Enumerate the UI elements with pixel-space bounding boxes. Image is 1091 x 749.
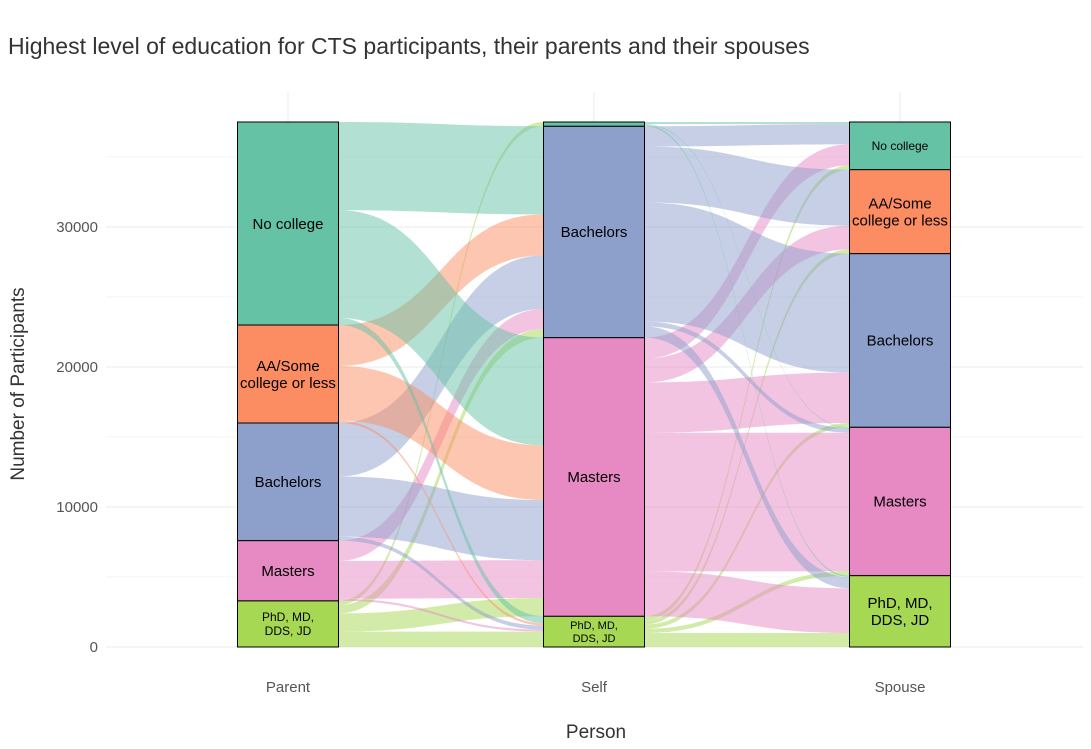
stratum-bar: [237, 600, 339, 648]
stratum-label: Bachelors: [255, 474, 322, 491]
stratum-label: Masters: [873, 494, 926, 511]
stratum-bar: [849, 169, 951, 255]
stratum-label: AA/Some college or less: [240, 358, 336, 392]
flow-band: [338, 210, 544, 446]
stratum-label: Bachelors: [561, 224, 628, 241]
stratum-bar: [237, 121, 339, 326]
stratum-label: Bachelors: [867, 333, 934, 350]
flow-band: [644, 124, 850, 147]
y-axis-ticks: 0 10000 20000 30000: [56, 219, 98, 656]
flow-band: [338, 420, 544, 626]
flow-band: [644, 633, 850, 647]
flow-band: [644, 372, 850, 433]
stratum-label: Masters: [567, 469, 620, 486]
flow-band: [644, 124, 850, 428]
flow-band: [644, 124, 850, 578]
stratum-bar: [237, 422, 339, 542]
x-tick-label: Self: [581, 679, 608, 696]
strata-layer: PhD, MD, DDS, JD Masters Bachelors AA/Some co…: [237, 121, 951, 648]
flow-layer: [338, 122, 850, 647]
stratum-bar: [849, 121, 951, 171]
flow-band: [338, 366, 544, 500]
stratum-bar: [543, 337, 645, 617]
stratum-label: PhD, MD, DDS, JD: [262, 610, 314, 638]
stratum-label: No college: [872, 139, 929, 153]
flow-band: [644, 571, 850, 633]
y-tick-label: 0: [90, 639, 98, 656]
y-axis-title: Number of Participants: [8, 287, 29, 480]
flow-band: [644, 146, 850, 226]
stratum-bar: [543, 125, 645, 339]
stratum-bar: [849, 575, 951, 648]
flow-band: [338, 318, 544, 624]
stratum-bar: [849, 426, 951, 577]
flow-band: [338, 631, 544, 647]
flow-band: [644, 321, 850, 433]
x-axis-ticks: Parent Self Spouse: [266, 679, 926, 696]
stratum-label: PhD, MD, DDS, JD: [570, 620, 618, 645]
flow-band: [644, 122, 850, 125]
chart-title: Highest level of education for CTS parti…: [8, 33, 810, 59]
stratum-bar: [237, 540, 339, 602]
y-tick-label: 10000: [56, 499, 98, 516]
flow-band: [338, 476, 544, 561]
flow-band: [338, 536, 544, 630]
flow-band: [644, 432, 850, 572]
x-axis-title: Person: [566, 722, 626, 743]
x-tick-label: Spouse: [875, 679, 926, 696]
stratum-bar: [849, 253, 951, 428]
stratum-label: Masters: [261, 563, 314, 580]
flow-band: [338, 560, 544, 599]
y-tick-label: 30000: [56, 219, 98, 236]
y-tick-label: 20000: [56, 359, 98, 376]
stratum-bar: [237, 324, 339, 424]
flow-band: [644, 326, 850, 589]
stratum-label: No college: [253, 216, 324, 233]
flow-band: [644, 202, 850, 373]
x-tick-label: Parent: [266, 679, 311, 696]
stratum-bar: [543, 121, 645, 127]
flow-band: [338, 598, 544, 632]
stratum-label: AA/Some college or less: [852, 195, 948, 229]
flow-band: [338, 122, 544, 215]
stratum-label: PhD, MD, DDS, JD: [867, 595, 932, 629]
